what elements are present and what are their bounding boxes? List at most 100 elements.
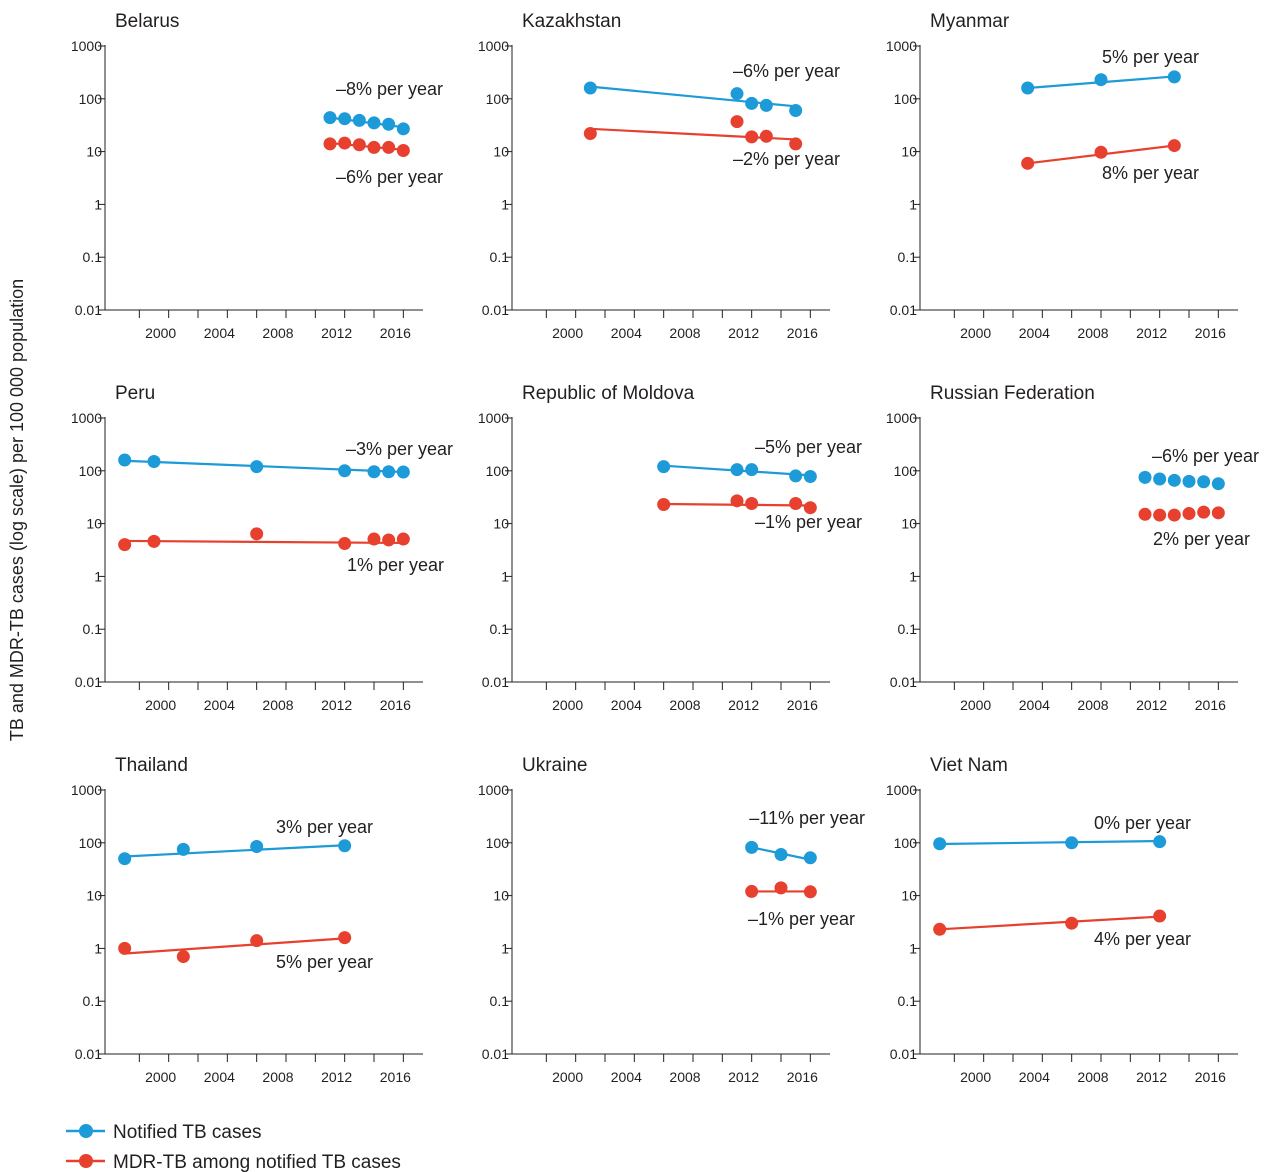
series-mdr-tb: –1% per year	[745, 881, 855, 929]
y-tick-label: 10	[493, 888, 509, 904]
y-tick-label: 0.1	[898, 993, 918, 1009]
data-point	[745, 884, 759, 898]
series-mdr-tb: 4% per year	[933, 909, 1191, 949]
data-point	[583, 81, 597, 95]
x-tick-label: 2012	[1136, 325, 1167, 341]
y-tick-label: 1000	[886, 410, 917, 426]
data-point	[803, 885, 817, 899]
data-point	[745, 463, 759, 477]
x-tick-label: 2004	[204, 697, 235, 713]
x-tick-label: 2008	[1077, 1069, 1108, 1085]
trend-annotation: –5% per year	[755, 437, 862, 457]
x-tick-label: 2008	[669, 697, 700, 713]
data-point	[338, 464, 352, 478]
data-point	[774, 881, 788, 895]
y-tick-label: 0.01	[75, 674, 102, 690]
data-point	[1138, 470, 1152, 484]
y-tick-label: 1000	[886, 782, 917, 798]
y-tick-label: 10	[86, 516, 102, 532]
y-tick-label: 100	[894, 835, 918, 851]
data-point	[1167, 473, 1181, 487]
data-point	[933, 922, 947, 936]
x-tick-label: 2004	[204, 1069, 235, 1085]
x-tick-label: 2012	[321, 325, 352, 341]
x-tick-label: 2004	[1019, 325, 1050, 341]
y-tick-label: 10	[901, 888, 917, 904]
data-point	[759, 98, 773, 112]
data-point	[583, 127, 597, 141]
x-tick-label: 2000	[552, 325, 583, 341]
data-point	[118, 453, 132, 467]
data-point	[657, 498, 671, 512]
data-point	[176, 842, 190, 856]
data-point	[1197, 475, 1211, 489]
y-tick-label: 0.01	[890, 674, 917, 690]
panel-title: Belarus	[115, 11, 179, 32]
panel-viet-nam: Viet Nam 0.01 0.1 1 10 100 1000 2000 2004 2008 201…	[886, 755, 1238, 1085]
data-point	[789, 469, 803, 483]
y-tick-label: 10	[493, 144, 509, 160]
y-tick-label: 0.1	[490, 993, 510, 1009]
panel-title: Myanmar	[930, 11, 1010, 32]
legend-label: MDR-TB among notified TB cases	[113, 1152, 401, 1172]
data-point	[367, 532, 381, 546]
data-point	[396, 143, 410, 157]
x-tick-label: 2016	[380, 1069, 411, 1085]
y-tick-label: 0.01	[482, 1046, 509, 1062]
data-point	[759, 129, 773, 143]
x-tick-label: 2008	[262, 697, 293, 713]
data-point	[1138, 507, 1152, 521]
legend-item: Notified TB cases	[66, 1122, 262, 1143]
x-tick-label: 2012	[728, 697, 759, 713]
x-tick-label: 2004	[1019, 697, 1050, 713]
y-tick-label: 0.01	[75, 302, 102, 318]
y-tick-label: 1000	[478, 782, 509, 798]
trend-annotation: 2% per year	[1153, 529, 1250, 549]
data-point	[250, 840, 264, 854]
series-mdr-tb: 8% per year	[1021, 139, 1199, 183]
data-point	[118, 941, 132, 955]
data-point	[147, 455, 161, 469]
trend-annotation: 3% per year	[276, 817, 373, 837]
x-tick-label: 2004	[611, 697, 642, 713]
data-point	[789, 104, 803, 118]
data-point	[1167, 508, 1181, 522]
data-point	[118, 538, 132, 552]
x-tick-label: 2004	[1019, 1069, 1050, 1085]
y-tick-label: 100	[79, 91, 103, 107]
trend-annotation: –6% per year	[336, 167, 443, 187]
series-notified-tb: –6% per year	[1138, 446, 1259, 491]
trend-annotation: –2% per year	[733, 149, 840, 169]
data-point	[1021, 81, 1035, 95]
trend-annotation: –8% per year	[336, 79, 443, 99]
data-point	[382, 533, 396, 547]
y-tick-label: 1	[909, 568, 917, 584]
data-point	[338, 931, 352, 945]
trend-annotation: 4% per year	[1094, 929, 1191, 949]
x-tick-label: 2008	[262, 325, 293, 341]
data-point	[382, 465, 396, 479]
y-tick-label: 0.1	[83, 249, 103, 265]
data-point	[745, 96, 759, 110]
y-tick-label: 0.1	[83, 993, 103, 1009]
y-tick-label: 1000	[71, 782, 102, 798]
panel-ukraine: Ukraine 0.01 0.1 1 10 100 1000 2000 2004 2008 2012…	[478, 755, 865, 1085]
x-tick-label: 2008	[669, 1069, 700, 1085]
panel-russian-federation: Russian Federation 0.01 0.1 1 10 100 1000 2000 2…	[886, 383, 1259, 713]
data-point	[657, 460, 671, 474]
trend-annotation: –1% per year	[748, 909, 855, 929]
data-point	[147, 534, 161, 548]
y-tick-label: 0.01	[482, 302, 509, 318]
y-tick-label: 10	[86, 144, 102, 160]
y-tick-label: 1000	[478, 38, 509, 54]
legend: Notified TB cases MDR-TB among notified T…	[66, 1122, 401, 1172]
panel-peru: Peru 0.01 0.1 1 10 100 1000 2000 2004 2008 2012 201…	[71, 383, 453, 713]
y-axis-label: TB and MDR-TB cases (log scale) per 100 …	[7, 279, 27, 741]
data-point	[745, 130, 759, 144]
trend-line	[124, 844, 345, 858]
y-tick-label: 10	[901, 144, 917, 160]
y-tick-label: 100	[894, 463, 918, 479]
x-tick-label: 2012	[321, 1069, 352, 1085]
data-point	[250, 460, 264, 474]
data-point	[367, 140, 381, 154]
